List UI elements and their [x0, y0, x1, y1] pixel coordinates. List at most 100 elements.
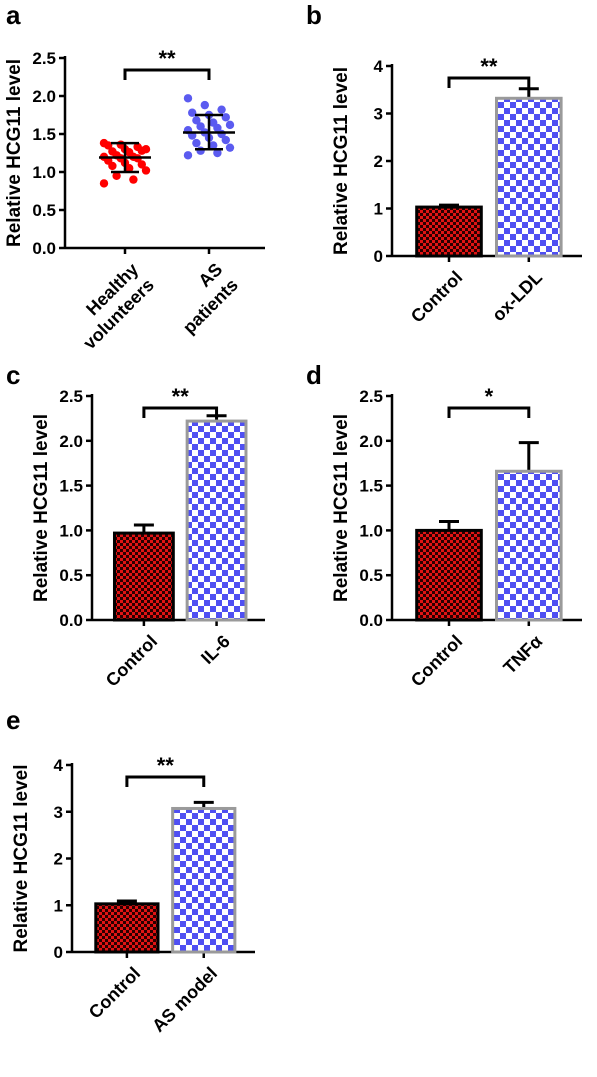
data-point	[196, 146, 205, 155]
y-tick-label: 0.5	[59, 566, 83, 585]
y-axis-title: Relative HCG11 level	[331, 67, 352, 255]
chart-d-svg: d Relative HCG11 level 0.0 0.5 1.0 1.5 2.0 2.5 C…	[306, 360, 582, 691]
data-point	[108, 161, 117, 171]
chart-e-svg: e Relative HCG11 level 0 1 2 3 4 Control AS mode…	[6, 705, 255, 1036]
x-category-label: ASpatients	[163, 259, 241, 337]
y-tick-label: 2.5	[59, 387, 83, 406]
panel-b: b Relative HCG11 level 0 1 2 3 4 Control ox-LDL *…	[300, 0, 597, 345]
y-tick-label: 2.5	[359, 387, 383, 406]
data-point	[183, 151, 193, 160]
y-axis-title: Relative HCG11 level	[11, 765, 32, 953]
y-tick-label: 2	[374, 152, 383, 171]
data-point	[99, 179, 109, 188]
bar-treatment	[495, 469, 563, 622]
panel-d: d Relative HCG11 level 0.0 0.5 1.0 1.5 2.0 2.5 C…	[300, 360, 597, 691]
significance-bracket	[142, 406, 219, 418]
panel-label: d	[306, 360, 322, 390]
data-point	[183, 94, 193, 103]
panel-label: e	[6, 705, 20, 735]
significance-label: **	[157, 753, 175, 778]
x-category-label: IL-6	[197, 631, 234, 668]
bar-control	[415, 528, 483, 622]
significance-bracket	[125, 775, 206, 787]
significance-bracket	[123, 68, 211, 80]
bar-treatment	[171, 806, 237, 954]
data-point	[221, 113, 230, 122]
y-tick-label: 2.0	[59, 432, 83, 451]
data-point	[213, 123, 222, 133]
data-point	[196, 122, 205, 131]
x-category-label: Control	[407, 631, 466, 690]
y-tick-label: 4	[54, 756, 64, 775]
significance-label: **	[172, 384, 190, 409]
data-point	[221, 135, 230, 145]
y-tick-label: 1	[54, 896, 63, 915]
chart-a-svg: a Relative HCG11 level 0.0 0.5 1.0 1.5 2.0 2.5 H…	[4, 0, 265, 353]
data-point	[225, 120, 235, 130]
bar-treatment	[185, 419, 248, 622]
data-point	[141, 166, 151, 175]
panel-c: c Relative HCG11 level 0.0 0.5 1.0 1.5 2.0 2.5 C…	[0, 360, 300, 691]
x-category-label: Control	[102, 631, 161, 690]
significance-label: *	[485, 384, 494, 409]
data-point	[112, 171, 121, 180]
data-point	[209, 141, 218, 150]
bar-control	[112, 531, 175, 622]
data-point	[192, 116, 201, 125]
y-tick-label: 0.0	[32, 239, 56, 258]
bar-control	[94, 902, 160, 954]
data-point	[125, 164, 134, 173]
y-tick-label: 3	[54, 803, 63, 822]
data-point	[217, 105, 226, 114]
panel-label: a	[6, 0, 21, 30]
bar-control	[415, 205, 483, 258]
panel-label: c	[6, 360, 20, 390]
y-tick-label: 0.5	[32, 201, 56, 220]
y-tick-label: 0.0	[59, 611, 83, 630]
x-category-label: AS model	[148, 963, 221, 1036]
significance-bracket	[447, 76, 531, 88]
y-tick-label: 1.0	[32, 163, 56, 182]
panel-e: e Relative HCG11 level 0 1 2 3 4 Control AS mode…	[0, 705, 300, 1072]
x-category-label: ox-LDL	[488, 267, 546, 325]
y-tick-label: 1.0	[59, 521, 83, 540]
y-tick-label: 2.0	[32, 87, 56, 106]
data-point	[213, 148, 222, 158]
x-category-label: Healthyvolunteers	[64, 259, 158, 353]
bar-treatment	[495, 96, 563, 258]
y-tick-label: 1.0	[359, 521, 383, 540]
y-tick-label: 1.5	[32, 125, 56, 144]
y-tick-label: 1.5	[59, 477, 83, 496]
significance-label: **	[480, 54, 498, 79]
y-tick-label: 0	[374, 247, 383, 266]
x-category-label: Control	[407, 267, 466, 326]
y-tick-label: 3	[374, 105, 383, 124]
x-category-label: Control	[85, 963, 144, 1022]
y-tick-label: 2	[54, 850, 63, 869]
y-axis-title: Relative HCG11 level	[331, 414, 352, 602]
y-tick-label: 0.5	[359, 566, 383, 585]
chart-c-svg: c Relative HCG11 level 0.0 0.5 1.0 1.5 2.0 2.5 C…	[6, 360, 265, 691]
significance-label: **	[158, 46, 176, 71]
data-point	[188, 108, 197, 117]
data-point	[200, 100, 209, 110]
y-tick-label: 4	[374, 57, 384, 76]
y-tick-label: 0.0	[359, 611, 383, 630]
y-axis-title: Relative HCG11 level	[4, 59, 25, 247]
panel-a: a Relative HCG11 level 0.0 0.5 1.0 1.5 2.0 2.5 H…	[0, 0, 300, 353]
data-point	[129, 175, 138, 184]
y-tick-label: 0	[54, 943, 63, 962]
data-point	[225, 143, 235, 152]
y-axis-title: Relative HCG11 level	[31, 414, 52, 602]
panel-label: b	[306, 0, 322, 30]
y-tick-label: 1.5	[359, 477, 383, 496]
data-point	[141, 145, 151, 154]
y-tick-label: 1	[374, 200, 383, 219]
y-tick-label: 2.0	[359, 432, 383, 451]
data-point	[192, 138, 201, 148]
data-point	[104, 141, 113, 150]
chart-b-svg: b Relative HCG11 level 0 1 2 3 4 Control ox-LDL *…	[306, 0, 582, 327]
significance-bracket	[447, 406, 531, 418]
y-tick-label: 2.5	[32, 49, 56, 68]
data-point	[137, 160, 146, 169]
